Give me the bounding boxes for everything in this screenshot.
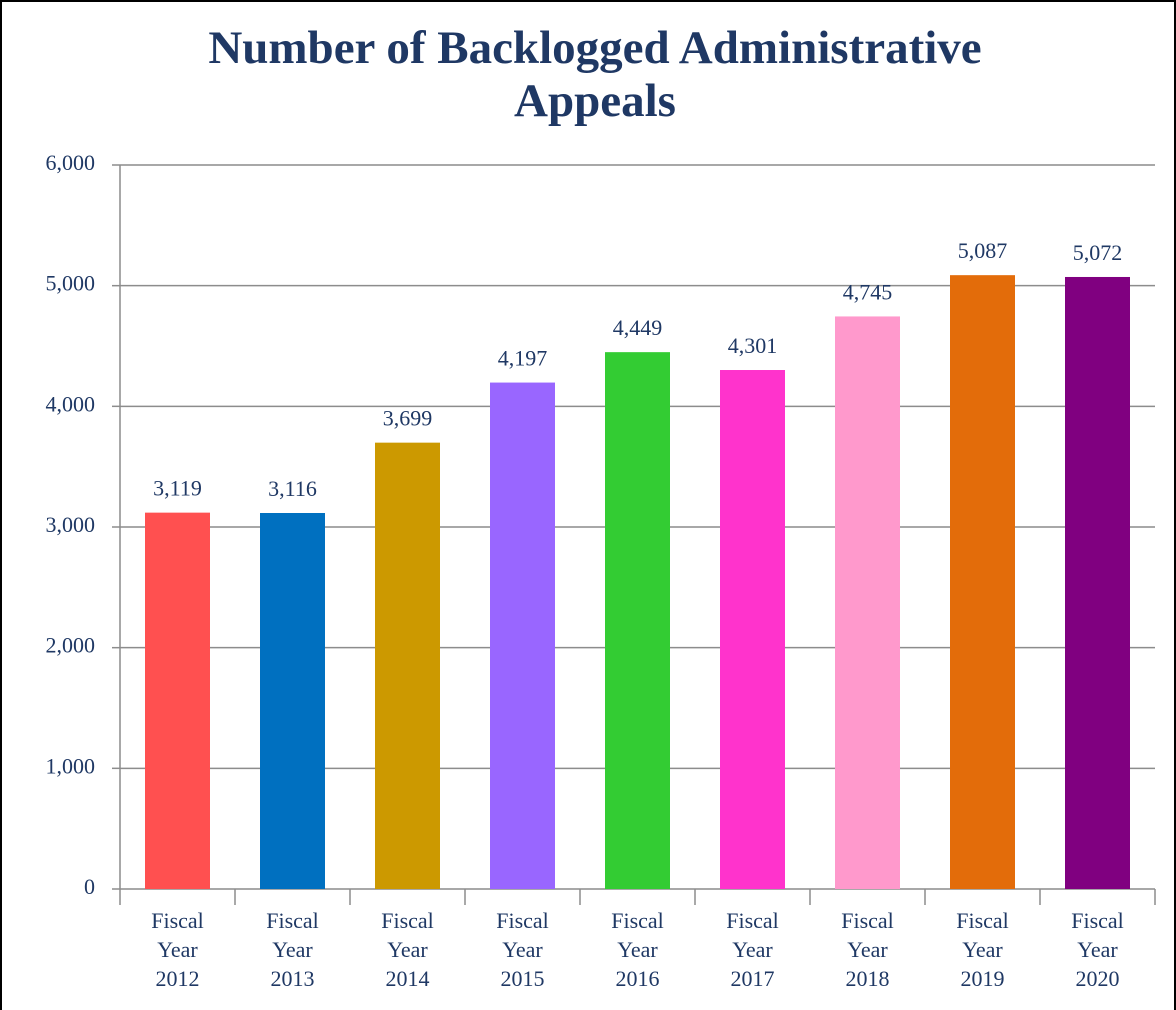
x-tick-label: Fiscal Year 2019 — [956, 908, 1009, 991]
data-label: 3,119 — [153, 476, 202, 501]
bar — [605, 352, 670, 889]
x-tick-label: Fiscal Year 2016 — [611, 908, 664, 991]
chart-title: Number of Backlogged Administrative Appe… — [208, 22, 982, 127]
x-tick-label: Fiscal Year 2017 — [726, 908, 779, 991]
bar — [490, 382, 555, 889]
y-tick-label: 6,000 — [46, 150, 96, 175]
x-tick-label: Fiscal Year 2012 — [151, 908, 204, 991]
x-tick-label: Fiscal Year 2015 — [496, 908, 549, 991]
bar — [260, 513, 325, 889]
bar — [145, 512, 210, 889]
y-tick-label: 3,000 — [46, 512, 96, 537]
x-tick-label: Fiscal Year 2018 — [841, 908, 894, 991]
bar — [1065, 276, 1130, 890]
data-label: 4,745 — [843, 279, 893, 304]
y-tick-label: 1,000 — [46, 753, 96, 778]
data-label: 4,197 — [498, 346, 548, 371]
bar — [835, 316, 900, 890]
data-label: 4,449 — [613, 315, 663, 340]
y-tick-label: 0 — [84, 874, 95, 899]
data-label: 5,072 — [1073, 240, 1123, 265]
bar — [950, 275, 1015, 889]
data-label: 4,301 — [728, 333, 778, 358]
y-tick-label: 5,000 — [46, 271, 96, 296]
data-label: 3,116 — [268, 476, 317, 501]
x-tick-label: Fiscal Year 2013 — [266, 908, 319, 991]
x-tick-label: Fiscal Year 2020 — [1071, 908, 1124, 991]
x-tick-label: Fiscal Year 2014 — [381, 908, 434, 991]
data-label: 5,087 — [958, 238, 1008, 263]
bar — [720, 370, 785, 889]
bar — [375, 442, 440, 889]
y-tick-label: 2,000 — [46, 633, 96, 658]
data-label: 3,699 — [383, 406, 433, 431]
y-tick-label: 4,000 — [46, 391, 96, 416]
